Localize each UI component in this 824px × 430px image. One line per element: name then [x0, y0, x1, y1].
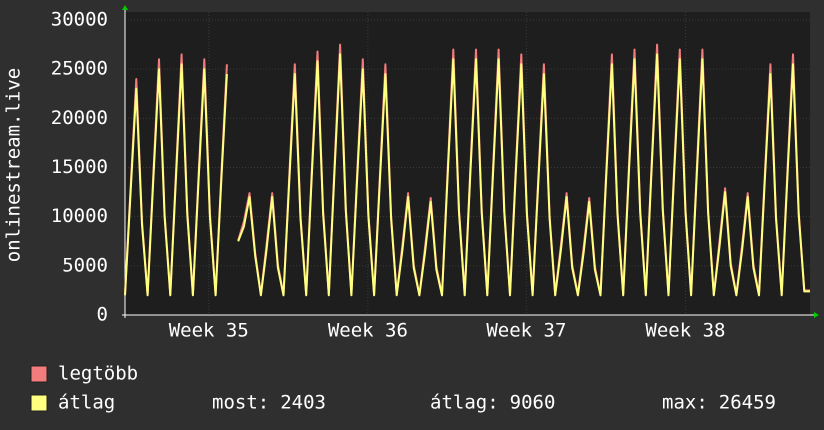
legend-label: átlag — [58, 392, 115, 414]
x-tick-label: Week 36 — [328, 320, 408, 342]
series-line — [124, 53, 810, 297]
legend-swatch — [30, 394, 48, 412]
stat-value: 2403 — [280, 392, 326, 414]
y-tick-label: 15000 — [51, 156, 108, 178]
y-tick-label: 10000 — [51, 205, 108, 227]
plot-area — [125, 12, 810, 315]
y-tick-label: 5000 — [62, 254, 108, 276]
legend-swatch — [30, 365, 48, 383]
y-tick-label: 20000 — [51, 107, 108, 129]
y-axis-label: onlinestream.live — [3, 68, 25, 262]
stat-value: 9060 — [510, 392, 556, 414]
stat-value: 26459 — [719, 392, 776, 414]
stat-label: most: — [212, 392, 269, 414]
stat-label: átlag: — [430, 392, 499, 414]
legend-label: legtöbb — [58, 363, 138, 385]
axis-arrow — [122, 5, 128, 10]
stat-label: max: — [662, 392, 708, 414]
y-tick-label: 25000 — [51, 58, 108, 80]
y-tick-label: 30000 — [51, 9, 108, 31]
x-tick-label: Week 35 — [169, 320, 249, 342]
x-tick-label: Week 38 — [645, 320, 725, 342]
x-tick-label: Week 37 — [486, 320, 566, 342]
axis-arrow — [814, 312, 819, 318]
y-tick-label: 0 — [97, 304, 108, 326]
